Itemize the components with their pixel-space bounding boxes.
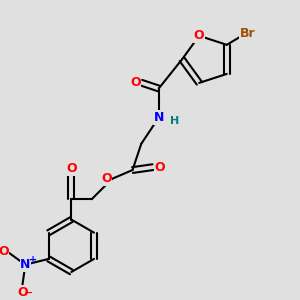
Text: O: O (0, 245, 9, 258)
Text: N: N (20, 258, 31, 271)
Text: −: − (24, 287, 34, 297)
Text: O: O (66, 162, 76, 175)
Text: N: N (154, 111, 164, 124)
Text: O: O (17, 286, 28, 299)
Text: +: + (28, 255, 37, 266)
Text: O: O (101, 172, 112, 185)
Text: O: O (194, 29, 204, 42)
Text: H: H (170, 116, 179, 125)
Text: O: O (155, 160, 166, 174)
Text: Br: Br (239, 27, 255, 40)
Text: O: O (130, 76, 141, 89)
